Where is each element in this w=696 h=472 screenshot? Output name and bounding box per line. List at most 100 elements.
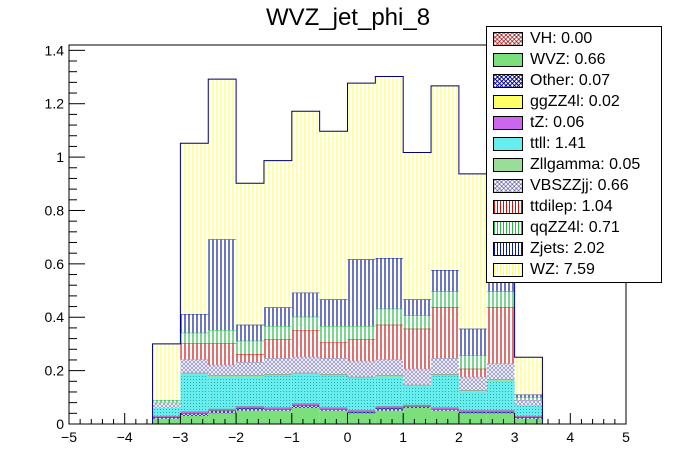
bar-Zjets-6 [319,299,348,327]
bar-ttll-3 [236,376,264,407]
y-tick-label: 0.4 [45,309,65,325]
bar-Other-12 [486,411,515,414]
bar-Other-7 [347,411,376,414]
bar-Zjets-1 [180,314,209,333]
bar-qqZZ4l-1 [180,332,209,344]
x-tick-label: 4 [566,429,574,445]
legend-swatch-ttdilep [493,200,523,214]
legend-swatch-WZ [493,263,523,277]
bar-tZ-1 [180,411,209,413]
bar-WVZ-13 [514,418,543,424]
x-tick-label: 3 [511,429,519,445]
bar-WZ-10 [431,85,459,270]
series-WZ [152,75,543,400]
bar-Zjets-4 [263,307,292,327]
bar-VBSZZjj-3 [236,362,264,376]
bar-VBSZZjj-8 [375,359,404,376]
bar-WVZ-8 [375,410,404,424]
bar-ttll-6 [319,375,348,408]
bar-ttll-8 [375,376,404,407]
bar-tZ-6 [319,407,348,409]
bar-VBSZZjj-6 [319,358,348,375]
legend-entry-ttdilep: ttdilep: 1.04 [487,197,663,218]
bar-Zllgamma-7 [347,376,376,379]
bar-tZ-3 [236,406,264,408]
bar-tZ-7 [347,410,376,412]
bar-Other-10 [431,409,459,411]
bar-tZ-10 [431,407,459,409]
legend-swatch-tZ [493,116,523,130]
bar-WZ-9 [403,152,432,300]
bar-WZ-4 [263,160,292,308]
bar-ttdilep-2 [208,343,237,365]
legend-swatch-ttll [493,137,523,151]
bar-WZ-3 [236,183,264,325]
bar-tZ-9 [403,404,432,407]
legend-swatch-Zllgamma [493,158,523,172]
bar-Other-2 [208,410,237,414]
legend-label-ggZZ4l: ggZZ4l: 0.02 [530,93,620,110]
bar-ttll-1 [180,374,209,412]
legend-entry-WVZ: WVZ: 0.66 [487,50,663,71]
legend-swatch-WVZ [493,53,523,67]
bar-WVZ-4 [263,410,292,424]
bar-Other-4 [263,409,292,411]
legend-label-VH: VH: 0.00 [530,30,593,47]
bar-Other-9 [403,406,432,408]
series-WVZ [152,407,543,424]
bar-WZ-1 [180,143,209,315]
bar-Zllgamma-6 [319,374,348,376]
bar-ttdilep-12 [486,307,515,364]
bar-ttll-4 [263,375,292,408]
legend-swatch-qqZZ4l [493,221,523,235]
bar-WVZ-1 [180,415,209,424]
legend-entry-qqZZ4l: qqZZ4l: 0.71 [487,218,663,239]
bar-VBSZZjj-5 [291,356,320,373]
x-tick-label: 0 [344,429,352,445]
bar-tZ-12 [486,410,515,412]
bar-qqZZ4l-11 [458,355,487,369]
bar-ttll-9 [403,386,432,405]
bar-WVZ-11 [458,413,487,424]
series-VBSZZjj [152,356,543,408]
x-tick-label: 2 [455,429,463,445]
y-tick-label: 0.8 [45,202,65,218]
bar-ttdilep-5 [291,330,320,357]
legend-label-Zllgamma: Zllgamma: 0.05 [530,156,641,173]
bar-Zjets-10 [431,269,459,292]
bar-qqZZ4l-7 [347,326,376,340]
bar-VBSZZjj-4 [263,358,292,375]
x-tick-label: −5 [61,429,77,445]
legend-swatch-ggZZ4l [493,95,523,109]
legend-label-WVZ: WVZ: 0.66 [530,51,606,68]
bar-Zllgamma-10 [431,374,459,376]
bar-VBSZZjj-0 [152,402,181,408]
legend-swatch-VH [493,32,523,46]
bar-Zllgamma-11 [458,390,487,392]
bar-WZ-13 [514,357,543,395]
bar-WZ-7 [347,83,376,260]
legend-label-WZ: WZ: 7.59 [530,261,595,278]
x-tick-label: 1 [399,429,407,445]
bar-ttll-0 [152,407,181,416]
bar-qqZZ4l-4 [263,326,292,340]
y-tick-label: 1.2 [45,96,65,112]
x-tick-label: −2 [228,429,244,445]
bar-VBSZZjj-7 [347,360,376,377]
bars-layer [152,75,543,424]
legend-label-Other: Other: 0.07 [530,72,611,89]
bar-ttll-10 [431,375,459,408]
bar-Zjets-5 [291,292,320,317]
bar-VBSZZjj-13 [514,399,543,406]
bar-qqZZ4l-6 [319,326,348,343]
bar-tZ-2 [208,408,237,411]
bar-ttdilep-8 [375,324,404,360]
y-tick-label: 0.6 [45,256,65,272]
bar-WVZ-5 [291,407,320,424]
bar-ttll-11 [458,391,487,411]
bar-Zjets-2 [208,239,237,331]
bar-Zjets-13 [514,394,543,398]
legend-swatch-VBSZZjj [493,179,523,193]
bar-qqZZ4l-2 [208,330,237,344]
